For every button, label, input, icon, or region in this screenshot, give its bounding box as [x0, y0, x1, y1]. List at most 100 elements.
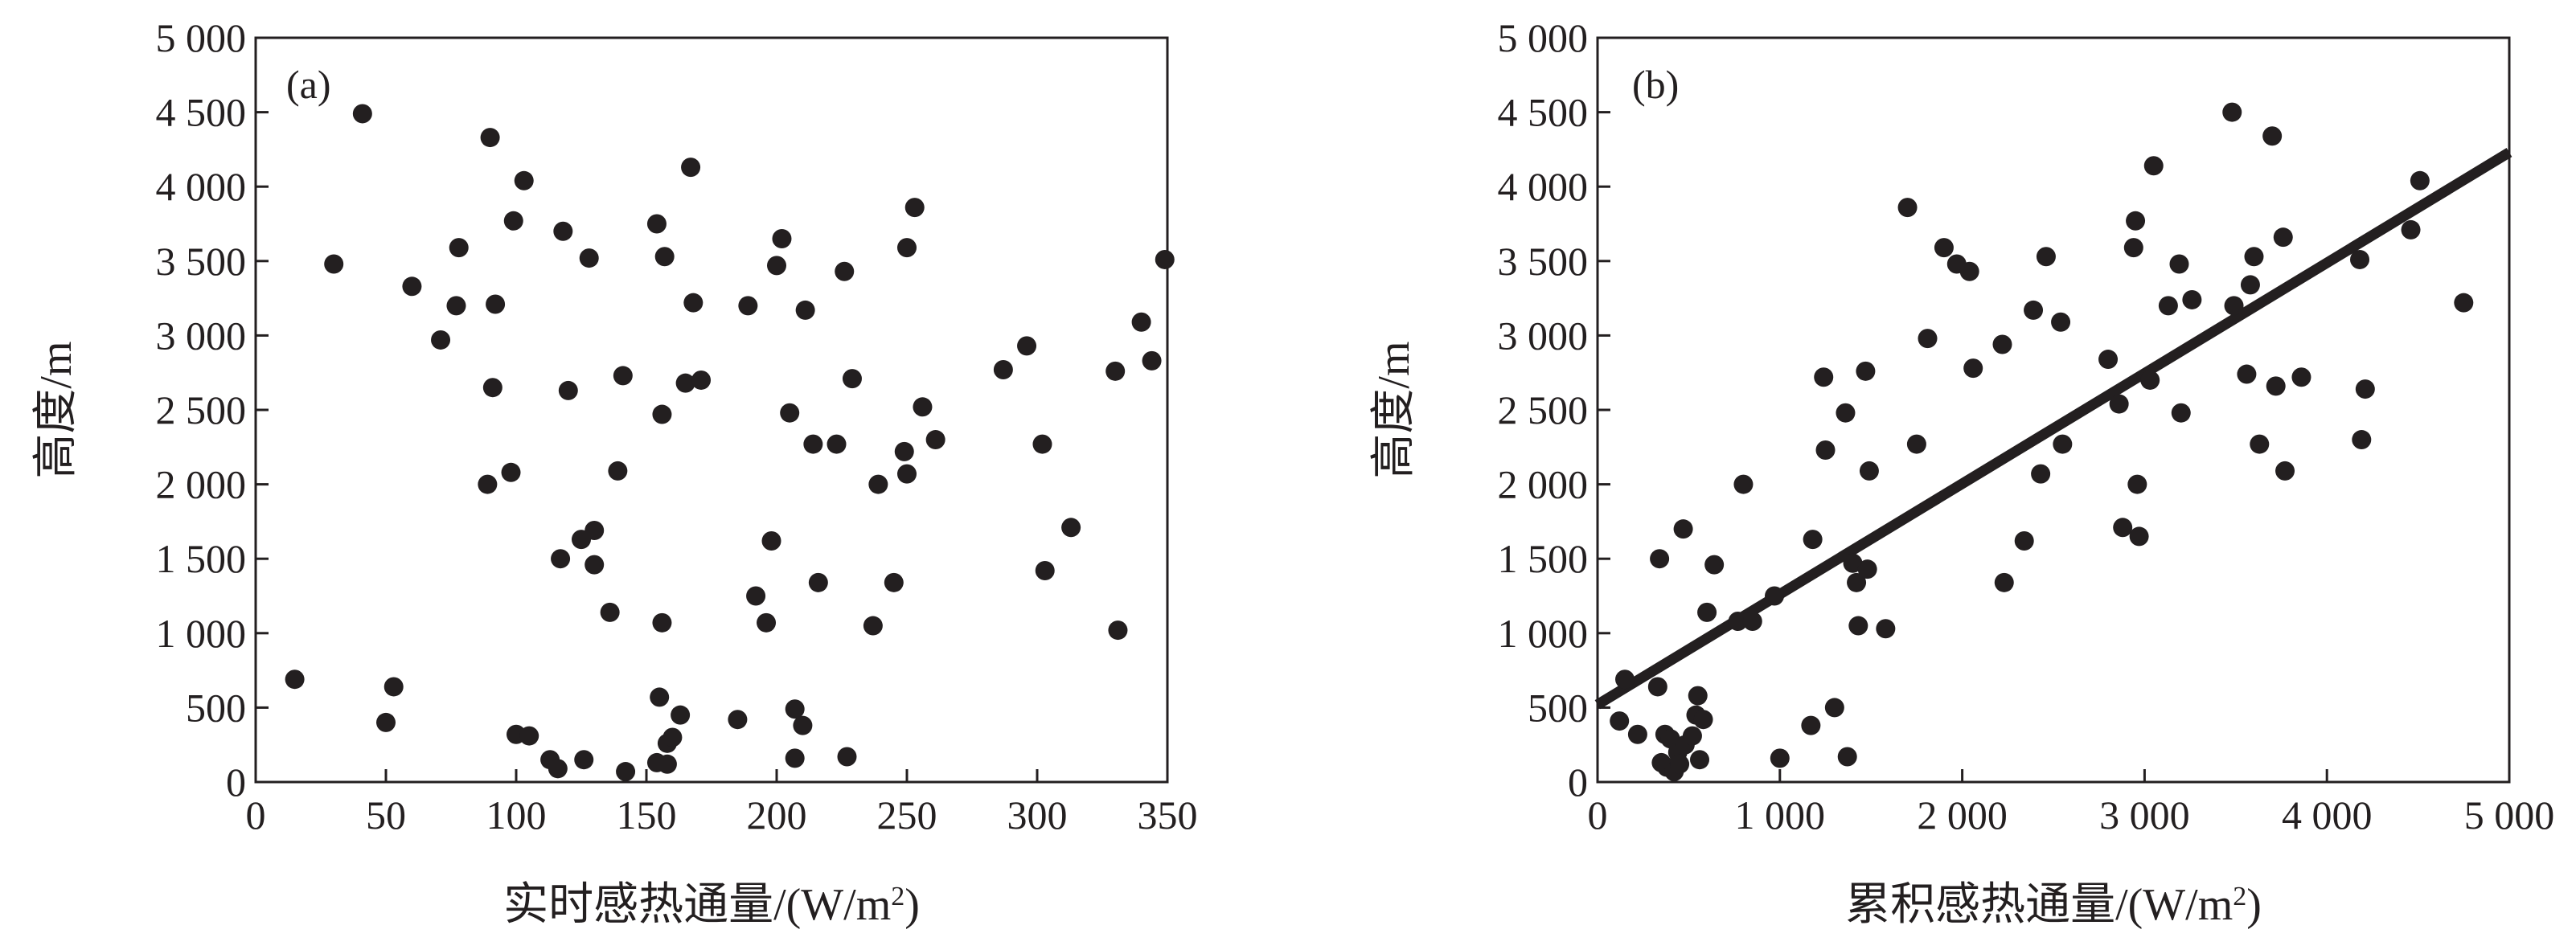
data-point-a: [478, 474, 498, 494]
data-point-b: [2123, 238, 2143, 258]
data-point-a: [1142, 350, 1162, 371]
data-point-b: [1704, 555, 1725, 575]
y-axis-label-b: 高度/m: [1369, 341, 1419, 478]
data-point-b: [1682, 726, 1702, 746]
data-point-a: [486, 294, 506, 314]
data-point-a: [482, 378, 502, 398]
data-point-b: [1994, 572, 2014, 592]
data-point-b: [2031, 464, 2051, 484]
y-tick-label-a: 1 000: [156, 611, 247, 656]
data-point-b: [2129, 526, 2149, 547]
data-point-b: [2222, 102, 2242, 122]
data-point-b: [1650, 549, 1670, 569]
y-tick-label-b: 500: [1528, 685, 1588, 730]
y-tick-label-b: 2 000: [1498, 462, 1589, 507]
data-point-a: [585, 555, 605, 575]
data-point-b: [2051, 312, 2071, 332]
x-tick-label-a: 350: [1138, 792, 1198, 837]
data-point-a: [384, 677, 404, 697]
x-tick-label-a: 0: [246, 792, 266, 837]
data-point-b: [2182, 289, 2202, 309]
data-point-b: [1876, 619, 1896, 639]
x-tick-label-a: 250: [877, 792, 937, 837]
data-point-b: [2053, 434, 2073, 454]
data-point-b: [1992, 334, 2012, 354]
data-point-a: [746, 586, 766, 606]
data-point-a: [324, 254, 344, 274]
data-point-b: [2250, 434, 2270, 454]
data-point-b: [2014, 530, 2034, 551]
data-point-b: [1857, 559, 1877, 579]
data-point-a: [657, 754, 677, 774]
data-point-b: [2224, 296, 2244, 316]
panel-label-a: (a): [286, 62, 331, 107]
data-point-b: [2126, 211, 2146, 231]
data-point-b: [1670, 754, 1690, 774]
data-point-b: [1673, 519, 1693, 539]
data-point-a: [574, 750, 594, 770]
data-point-b: [2355, 379, 2375, 399]
data-point-a: [449, 238, 469, 258]
data-point-a: [616, 762, 636, 782]
x-axis-label-main-a: 实时感热通量/(W/m: [503, 880, 891, 930]
x-tick-label-b: 0: [1588, 792, 1608, 837]
data-point-b: [1764, 586, 1784, 606]
data-point-b: [1627, 724, 1647, 744]
data-point-a: [868, 474, 888, 494]
data-point-a: [671, 705, 691, 725]
data-point-b: [2240, 275, 2260, 295]
x-axis-label-sup-b: 2: [2233, 882, 2246, 911]
y-tick-label-b: 3 500: [1498, 239, 1589, 284]
data-point-a: [431, 330, 451, 350]
data-point-b: [1859, 461, 1879, 481]
x-axis-label-sup-a: 2: [891, 882, 904, 911]
data-point-a: [772, 229, 792, 249]
data-point-a: [446, 296, 466, 316]
data-point-a: [1155, 249, 1175, 269]
y-tick-label-a: 1 500: [156, 536, 247, 581]
data-point-b: [2352, 430, 2372, 450]
data-point-b: [2109, 394, 2129, 414]
data-point-b: [1733, 474, 1754, 494]
x-axis-label-a: 实时感热通量/(W/m2): [503, 880, 920, 930]
data-point-a: [993, 359, 1013, 379]
data-point-a: [681, 158, 701, 178]
x-axis-label-tail-a: ): [904, 880, 920, 930]
data-point-a: [808, 572, 828, 592]
data-point-b: [2454, 293, 2474, 313]
x-tick-label-b: 2 000: [1917, 792, 2008, 837]
data-point-a: [675, 373, 695, 393]
data-point-b: [2244, 247, 2264, 267]
data-point-b: [1906, 434, 1926, 454]
data-point-a: [884, 572, 904, 592]
data-point-b: [2127, 474, 2147, 494]
data-point-a: [803, 434, 823, 454]
data-point-a: [352, 104, 372, 124]
data-point-a: [793, 715, 813, 735]
data-point-b: [2036, 247, 2056, 267]
plot-frame-a: [254, 36, 1169, 784]
data-point-a: [646, 214, 667, 234]
data-point-b: [2140, 370, 2160, 390]
y-tick-label-b: 1 000: [1498, 611, 1589, 656]
data-point-a: [608, 461, 628, 481]
ticks-a: 0 50 100 150 200 250 300 350 0 500 1 000 1 500 2 000…: [156, 15, 1198, 837]
x-tick-label-a: 200: [747, 792, 807, 837]
points-a: [285, 104, 1175, 782]
y-tick-label-a: 4 500: [156, 90, 247, 135]
y-tick-label-b: 4 000: [1498, 164, 1589, 209]
data-point-b: [2291, 367, 2311, 387]
data-point-b: [1897, 198, 1918, 218]
y-tick-label-a: 5 000: [156, 15, 247, 60]
data-point-b: [1801, 715, 1821, 735]
data-point-a: [585, 521, 605, 541]
data-point-a: [837, 747, 857, 767]
data-point-b: [1728, 611, 1748, 631]
y-tick-label-a: 2 000: [156, 462, 247, 507]
data-point-a: [767, 256, 786, 276]
data-point-a: [757, 612, 777, 633]
x-tick-label-b: 4 000: [2282, 792, 2373, 837]
x-axis-label-b: 累积感热通量/(W/m2): [1845, 880, 2262, 930]
data-point-b: [1963, 358, 1983, 379]
